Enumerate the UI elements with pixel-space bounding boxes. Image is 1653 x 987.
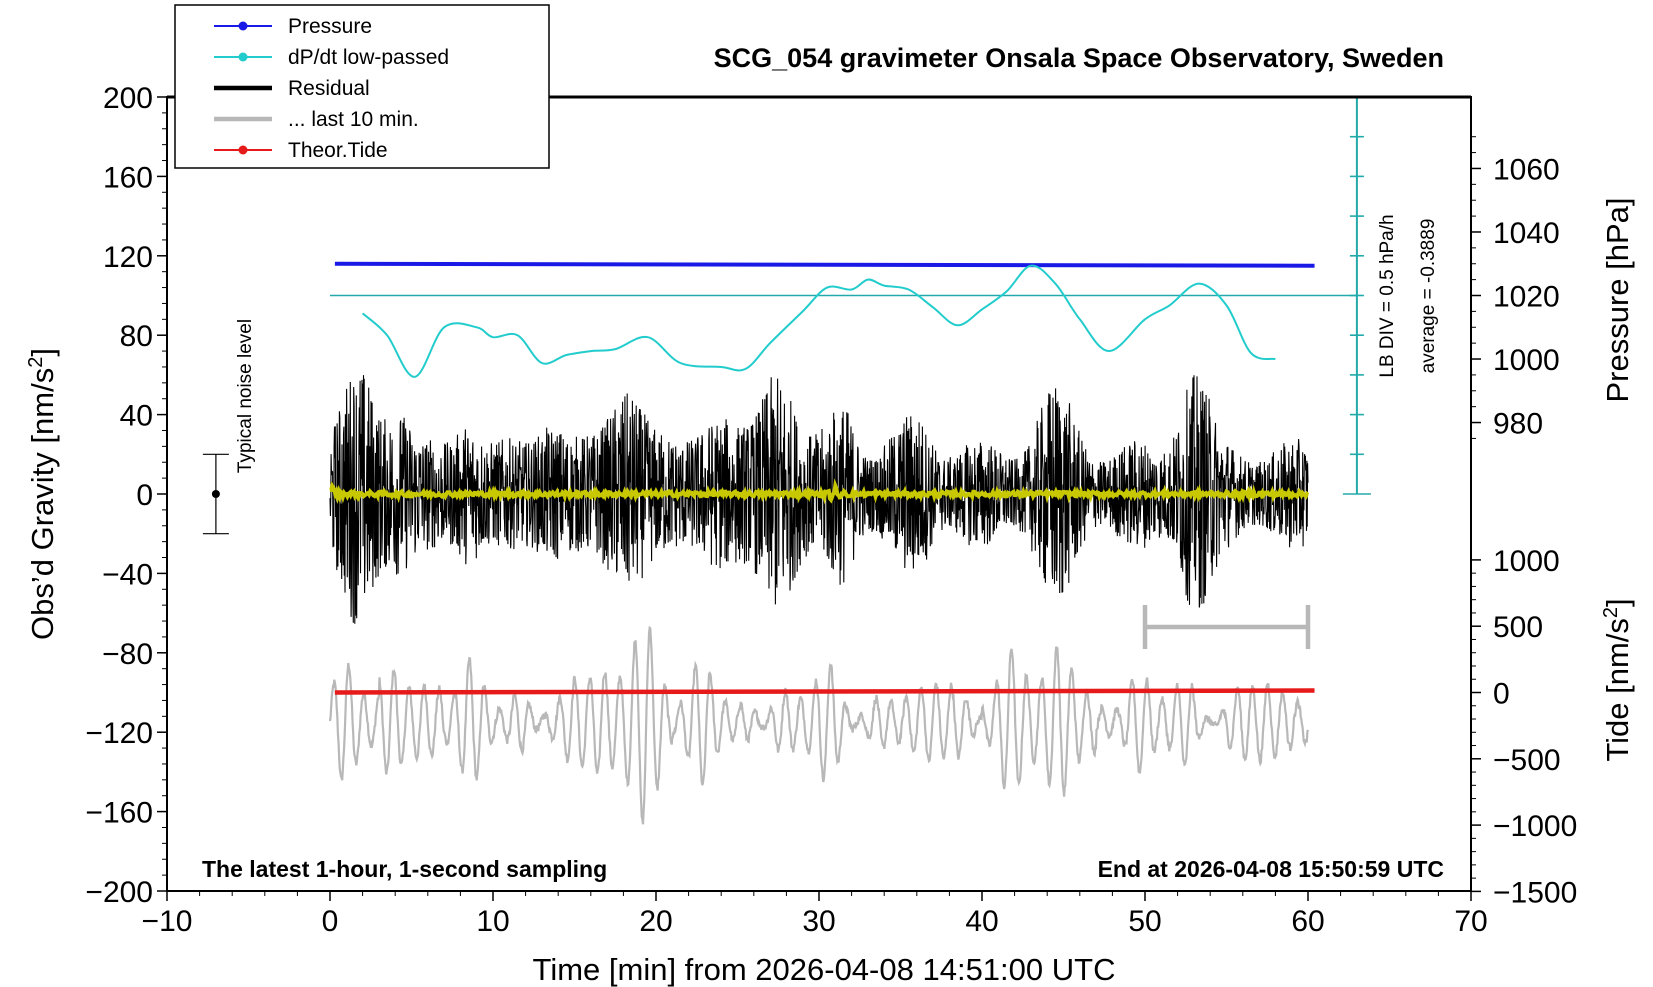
y-tick-label: 40 — [120, 400, 153, 433]
legend-label-1: dP/dt low-passed — [288, 46, 449, 69]
y-axis-label-main: Obs’d Gravity [nm/s — [25, 368, 60, 640]
y-tick-label: 0 — [136, 479, 153, 512]
footer-left: The latest 1-hour, 1-second sampling — [202, 856, 607, 882]
tide-tick-label: −1500 — [1493, 876, 1577, 909]
legend-marker-4 — [238, 145, 248, 155]
y-axis-label-close: ] — [25, 348, 60, 357]
x-tick-label: 60 — [1291, 905, 1324, 938]
legend-label-4: Theor.Tide — [288, 139, 388, 162]
tide-axis-label-close: ] — [1600, 598, 1635, 607]
x-tick-label: 0 — [322, 905, 339, 938]
y-tick-label: 160 — [103, 161, 153, 194]
pressure-tick-label: 1040 — [1493, 217, 1560, 250]
legend: Pressure dP/dt low-passed Residual ... last… — [174, 4, 550, 169]
y-tick-label: −120 — [85, 717, 153, 750]
y-tick-label: −40 — [102, 558, 153, 591]
legend-marker-0 — [238, 21, 248, 31]
pressure-tick-label: 980 — [1493, 408, 1543, 441]
theor-tide-line — [334, 688, 1315, 695]
tide-tick-label: 0 — [1493, 678, 1510, 711]
dpdt-lowpassed-line — [361, 264, 1276, 378]
x-tick-label: 10 — [476, 905, 509, 938]
y-axis-label: Obs’d Gravity [nm/s2] — [25, 348, 60, 640]
pressure-line — [334, 261, 1315, 268]
x-tick-label: −10 — [142, 905, 193, 938]
x-axis-label: Time [min] from 2026-04-08 14:51:00 UTC — [533, 952, 1116, 987]
chart-title: SCG_054 gravimeter Onsala Space Observat… — [714, 43, 1444, 73]
x-tick-label: 50 — [1128, 905, 1161, 938]
lb-div-label: LB DIV = 0.5 hPa/h — [1377, 214, 1398, 377]
tide-axis-label-sup: 2 — [1600, 607, 1622, 618]
pressure-tick-label: 1060 — [1493, 153, 1560, 186]
y-tick-label: 200 — [103, 82, 153, 115]
x-tick-label: 20 — [639, 905, 672, 938]
legend-label-0: Pressure — [288, 15, 372, 38]
last-10-min-line — [328, 625, 1310, 825]
y-tick-label: 120 — [103, 241, 153, 274]
y-axis-label-sup: 2 — [25, 357, 47, 368]
legend-label-3: ... last 10 min. — [288, 108, 419, 131]
noise-level-label: Typical noise level — [235, 319, 256, 473]
tide-axis-label-main: Tide [nm/s — [1600, 618, 1635, 762]
y-tick-label: −80 — [102, 638, 153, 671]
tide-tick-label: −1000 — [1493, 810, 1577, 843]
tide-tick-label: 500 — [1493, 611, 1543, 644]
tide-tick-label: 1000 — [1493, 545, 1560, 578]
pressure-tick-label: 1000 — [1493, 344, 1560, 377]
x-tick-label: 30 — [802, 905, 835, 938]
noise-level-point — [211, 490, 220, 498]
footer-right: End at 2026-04-08 15:50:59 UTC — [1098, 856, 1444, 882]
tide-tick-label: −500 — [1493, 744, 1561, 777]
pressure-tick-label: 1020 — [1493, 281, 1560, 314]
y-tick-label: 80 — [120, 320, 153, 353]
y-tick-label: −160 — [85, 797, 153, 830]
plot-area — [202, 96, 1371, 825]
pressure-axis-label: Pressure [hPa] — [1600, 197, 1635, 402]
x-tick-label: 40 — [965, 905, 998, 938]
legend-marker-1 — [238, 52, 248, 62]
x-tick-label: 70 — [1454, 905, 1487, 938]
residual-line — [329, 375, 1309, 624]
average-label: average = -0.3889 — [1418, 219, 1439, 374]
residual-lowpass-line — [329, 478, 1310, 505]
tide-axis-label: Tide [nm/s2] — [1600, 598, 1635, 761]
y-tick-label: −200 — [85, 876, 153, 909]
legend-label-2: Residual — [288, 77, 370, 100]
